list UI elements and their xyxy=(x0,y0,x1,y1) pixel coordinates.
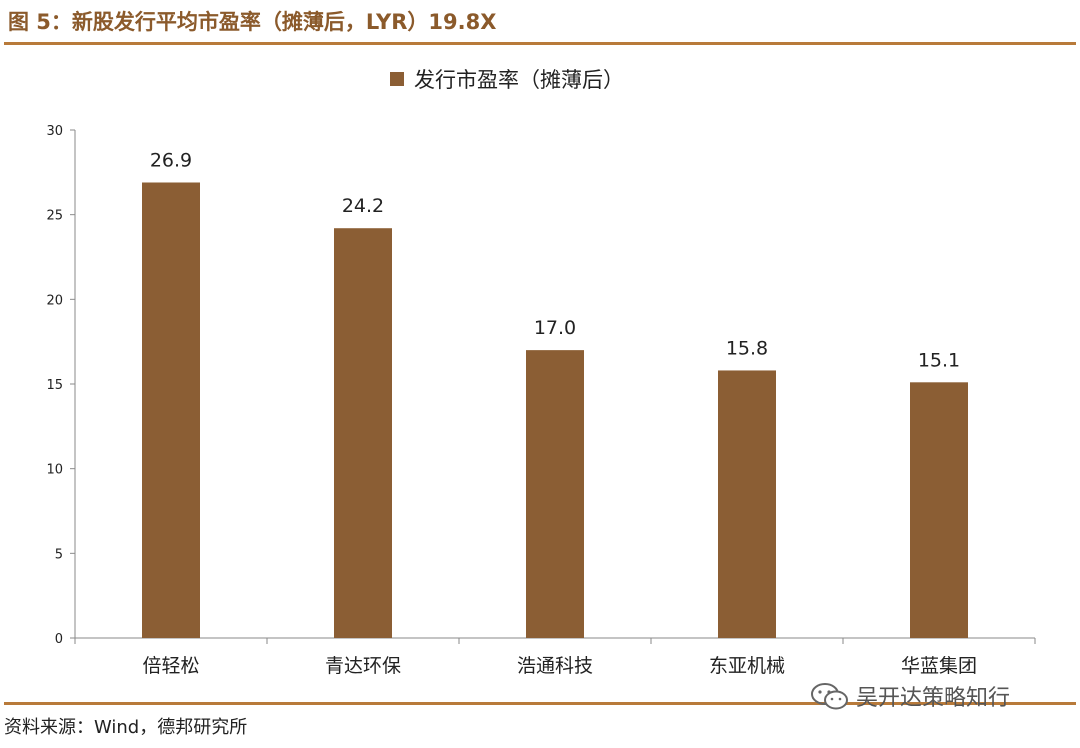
y-tick-label: 15 xyxy=(46,378,63,393)
bar-1 xyxy=(334,228,392,639)
bar-4 xyxy=(910,382,968,638)
source-note: 资料来源：Wind，德邦研究所 xyxy=(4,717,248,738)
watermark-text: 吴开达策略知行 xyxy=(856,686,1011,711)
data-label-3: 15.8 xyxy=(726,337,768,359)
data-label-4: 15.1 xyxy=(918,349,960,371)
category-label-2: 浩通科技 xyxy=(517,655,593,677)
y-tick-label: 5 xyxy=(55,547,63,562)
data-label-0: 26.9 xyxy=(150,149,192,171)
data-label-1: 24.2 xyxy=(342,195,384,217)
category-label-1: 青达环保 xyxy=(325,655,401,677)
bar-0 xyxy=(142,182,200,638)
wechat-icon xyxy=(811,683,848,710)
y-tick-label: 30 xyxy=(46,124,63,139)
bar-3 xyxy=(718,370,776,638)
legend-label: 发行市盈率（摊薄后） xyxy=(414,68,624,92)
top-rule xyxy=(4,42,1076,45)
bar-2 xyxy=(526,350,584,638)
y-tick-label: 0 xyxy=(55,632,63,647)
category-label-0: 倍轻松 xyxy=(142,655,199,677)
data-label-2: 17.0 xyxy=(534,317,576,339)
watermark: 吴开达策略知行 xyxy=(810,680,1010,712)
y-tick-label: 10 xyxy=(46,463,63,478)
legend-swatch xyxy=(390,72,404,86)
category-label-3: 东亚机械 xyxy=(709,655,785,677)
y-tick-label: 20 xyxy=(46,293,63,308)
category-label-4: 华蓝集团 xyxy=(901,655,977,677)
y-tick-label: 25 xyxy=(46,209,63,224)
figure-title: 图 5：新股发行平均市盈率（摊薄后，LYR）19.8X xyxy=(8,10,497,34)
bottom-rule xyxy=(4,702,1076,705)
bar-chart: 发行市盈率（摊薄后） 0 5 10 15 20 25 30 26.9 倍轻松 24.2 青达环保 17.… xyxy=(46,68,1036,677)
